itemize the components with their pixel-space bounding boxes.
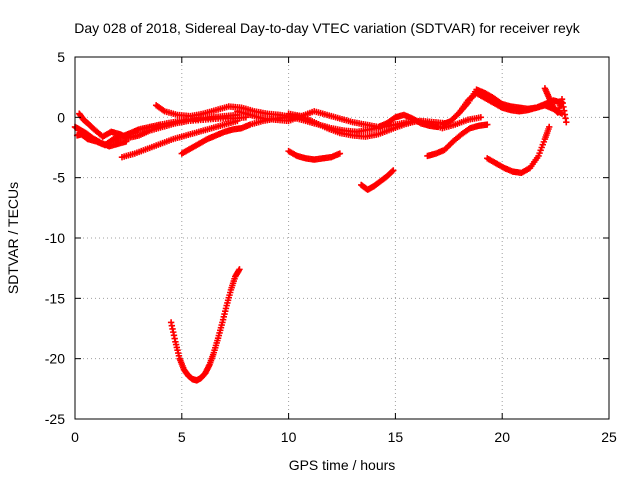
data-point — [545, 123, 553, 131]
grid-lines — [75, 57, 609, 419]
series-layer — [71, 85, 570, 384]
y-axis-label: SDTVAR / TECUs — [5, 182, 21, 294]
x-tick-label: 0 — [71, 429, 79, 445]
data-point — [484, 121, 491, 128]
series-arc-j — [358, 167, 397, 193]
x-tick-label: 15 — [388, 429, 404, 445]
data-point — [234, 117, 241, 125]
y-tick-label: -15 — [45, 290, 65, 306]
series-arc-p — [167, 266, 243, 384]
data-point — [236, 266, 243, 273]
series-arc-k — [424, 121, 491, 160]
y-tick-label: -25 — [45, 411, 65, 427]
y-tick-label: 0 — [57, 109, 65, 125]
chart-title: Day 028 of 2018, Sidereal Day-to-day VTE… — [74, 20, 580, 36]
x-tick-label: 20 — [494, 429, 510, 445]
axis-ticks: 0 5 10 15 20 25 5 0 -5 -10 -15 -20 -25 — [45, 49, 617, 445]
data-point — [563, 118, 570, 126]
y-tick-label: -5 — [53, 170, 66, 186]
x-tick-label: 5 — [178, 429, 186, 445]
x-tick-label: 25 — [601, 429, 617, 445]
y-tick-label: -10 — [45, 230, 65, 246]
series-arc-d — [118, 117, 241, 161]
series-arc-n — [541, 85, 570, 126]
y-tick-label: 5 — [57, 49, 65, 65]
x-tick-label: 10 — [281, 429, 297, 445]
data-point-interp — [388, 168, 396, 175]
series-arc-h — [285, 110, 485, 140]
series-arc-o — [484, 123, 553, 177]
x-axis-label: GPS time / hours — [289, 457, 396, 473]
series-arc-i — [285, 147, 344, 163]
data-point — [336, 150, 344, 157]
data-point — [390, 167, 397, 174]
y-tick-label: -20 — [45, 351, 65, 367]
data-point — [123, 138, 130, 145]
data-point — [477, 114, 485, 121]
